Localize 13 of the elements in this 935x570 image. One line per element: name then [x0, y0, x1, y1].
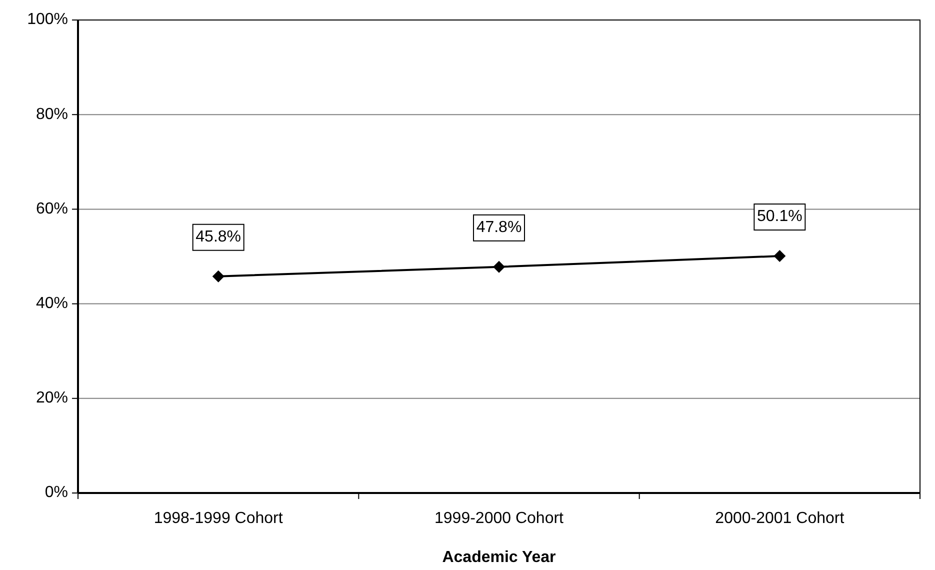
y-tick-label: 80%	[36, 106, 68, 123]
y-tick-label: 60%	[36, 200, 68, 218]
y-tick-label: 20%	[36, 390, 68, 407]
y-tick-label: 0%	[44, 484, 68, 502]
x-tick-label: 2000-2001 Cohort	[715, 510, 845, 527]
data-label: 50.1%	[756, 208, 802, 226]
data-label: 45.8%	[196, 228, 242, 246]
data-label: 47.8%	[476, 219, 522, 236]
x-tick-label: 1999-2000 Cohort	[434, 510, 564, 527]
y-tick-label: 100%	[27, 11, 68, 28]
y-tick-label: 40%	[36, 295, 68, 312]
x-axis-title: Academic Year	[442, 549, 556, 566]
x-tick-label: 1998-1999 Cohort	[154, 510, 284, 527]
